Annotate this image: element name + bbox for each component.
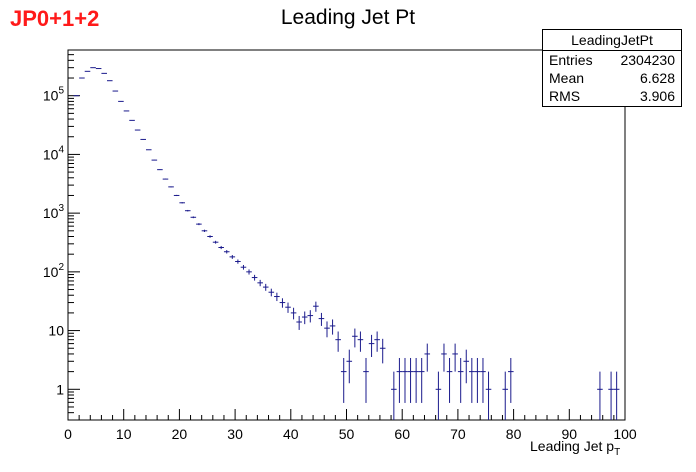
x-tick-label: 90: [562, 426, 578, 442]
stats-value: 3.906: [639, 88, 675, 104]
corner-label: JP0+1+2: [10, 6, 100, 31]
y-tick-label: 1: [56, 381, 64, 397]
stats-value: 2304230: [620, 52, 675, 68]
y-tick-label: 10: [48, 323, 64, 339]
x-tick-label: 40: [283, 426, 299, 442]
x-axis-title-main: Leading Jet p: [530, 438, 615, 454]
stats-box-title: LeadingJetPt: [543, 30, 681, 51]
x-tick-label: 50: [339, 426, 355, 442]
stats-row-entries: Entries 2304230: [543, 51, 681, 69]
x-tick-label: 80: [506, 426, 522, 442]
y-tick-label: 102: [43, 262, 65, 280]
x-axis-title: Leading Jet pT: [530, 438, 620, 458]
y-axis: 1 10 102 103 104 105: [43, 49, 80, 421]
stats-label: RMS: [549, 88, 581, 104]
x-tick-label: 60: [394, 426, 410, 442]
y-tick-label: 105: [43, 86, 65, 104]
x-tick-label: 10: [116, 426, 132, 442]
stats-row-mean: Mean 6.628: [543, 69, 681, 87]
x-tick-label: 70: [450, 426, 466, 442]
stats-box: LeadingJetPt Entries 2304230 Mean 6.628 …: [542, 29, 682, 107]
x-axis: 0 10 20 30 40 50 60 70 80 90 100: [64, 409, 637, 442]
histogram-markers: [73, 67, 620, 420]
stats-label: Entries: [549, 52, 593, 68]
stats-row-rms: RMS 3.906: [543, 87, 681, 105]
plot-title: Leading Jet Pt: [280, 6, 416, 29]
stats-label: Mean: [549, 70, 585, 86]
x-tick-label: 20: [172, 426, 188, 442]
stats-value: 6.628: [639, 70, 675, 86]
y-tick-label: 103: [43, 203, 65, 221]
x-tick-label: 0: [64, 426, 72, 442]
x-tick-label: 30: [227, 426, 243, 442]
y-tick-label: 104: [43, 144, 65, 162]
x-tick-label: 100: [613, 426, 637, 442]
x-axis-title-sub: T: [614, 446, 621, 458]
